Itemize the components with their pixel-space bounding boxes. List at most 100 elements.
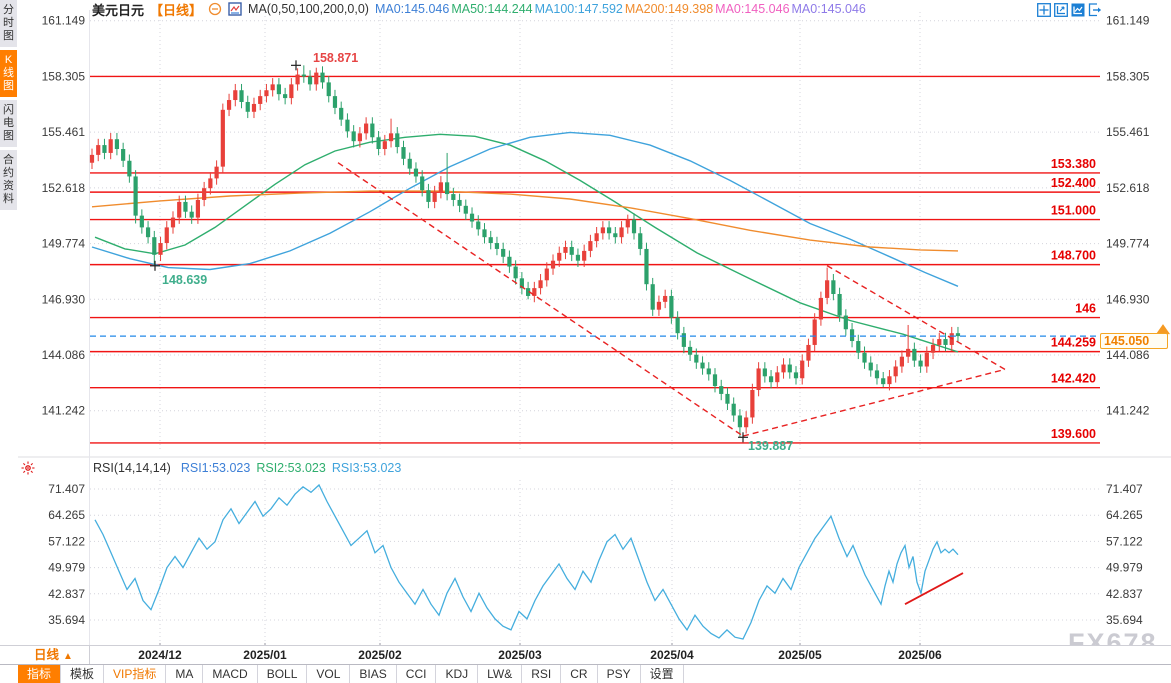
toolbar-button-CR[interactable]: CR <box>561 665 598 683</box>
candle-body <box>793 372 799 379</box>
toolbar-button-MA[interactable]: MA <box>166 665 204 683</box>
price-axis-tick-right: 152.618 <box>1106 181 1150 195</box>
rsi-axis-tick-right: 49.979 <box>1106 561 1143 575</box>
sidebar-tab-4[interactable]: 合 约 资 料 <box>0 150 17 210</box>
toolbar-button-模板[interactable]: 模板 <box>61 665 105 683</box>
rsi-axis-tick-right: 57.122 <box>1106 534 1143 548</box>
toolbar-button-CCI[interactable]: CCI <box>396 665 437 683</box>
toolbar-button-KDJ[interactable]: KDJ <box>436 665 479 683</box>
candle-body <box>687 346 693 355</box>
candle-body <box>189 211 194 218</box>
candle-body <box>376 137 381 150</box>
toolbar-button-MACD[interactable]: MACD <box>203 665 258 683</box>
trendline[interactable] <box>337 162 744 437</box>
kline-chart-icon[interactable] <box>228 2 242 16</box>
rsi-pane[interactable] <box>94 483 964 640</box>
toolbar-button-设置[interactable]: 设置 <box>640 665 684 683</box>
candle-body <box>482 229 487 238</box>
trendline[interactable] <box>742 368 1006 437</box>
candle-body <box>457 199 462 206</box>
exit-right-icon[interactable] <box>1088 3 1102 17</box>
time-axis-label: 2025/05 <box>778 648 822 662</box>
candle-body <box>251 103 257 112</box>
collapse-circle-minus-icon[interactable] <box>208 2 222 16</box>
candle-body <box>426 190 431 202</box>
candle-body <box>818 297 824 320</box>
sidebar-tab-3[interactable]: 闪 电 图 <box>0 100 17 147</box>
sun-settings-icon[interactable] <box>21 461 35 475</box>
toolbar-button-PSY[interactable]: PSY <box>597 665 641 683</box>
candle-body <box>420 176 425 191</box>
candle-body <box>476 221 481 230</box>
level-label: 139.600 <box>1051 427 1096 441</box>
crosshair-move-icon[interactable] <box>1037 3 1051 17</box>
toolbar-button-指标[interactable]: 指标 <box>18 665 62 683</box>
period-selector[interactable]: 日线 ▲ <box>18 646 90 664</box>
ma-line-ma100 <box>91 131 959 287</box>
candle-body <box>332 96 338 108</box>
price-axis-tick-left: 161.149 <box>42 14 86 28</box>
candle-body <box>526 288 531 296</box>
ma-line-ma50 <box>94 133 959 353</box>
toolbar-button-LW&[interactable]: LW& <box>478 665 523 683</box>
candle-body <box>675 317 680 334</box>
candle-body <box>133 176 138 216</box>
level-label: 148.700 <box>1051 249 1096 263</box>
toolbar-button-VIP指标[interactable]: VIP指标 <box>104 665 167 683</box>
candlestick-series[interactable] <box>89 65 961 438</box>
candle-body <box>538 280 543 289</box>
candle-body <box>202 188 207 200</box>
candle-body <box>301 74 306 77</box>
candle-body <box>712 374 718 387</box>
trendline[interactable] <box>826 264 1006 371</box>
sidebar-tab-2[interactable]: K 线 图 <box>0 50 17 97</box>
axis-zoom-icon[interactable] <box>1054 3 1068 17</box>
candle-body <box>158 243 163 255</box>
candle-body <box>600 227 605 234</box>
candle-body <box>283 94 288 99</box>
candle-body <box>843 315 848 330</box>
candle-body <box>787 364 792 373</box>
candle-body <box>121 149 126 161</box>
candle-body <box>245 101 250 112</box>
time-axis-label: 2025/06 <box>898 648 942 662</box>
candle-body <box>750 390 755 418</box>
price-axis-tick-right: 141.242 <box>1106 404 1150 418</box>
ma-value-1: MA50:144.244 <box>451 2 533 16</box>
candle-body <box>320 72 325 83</box>
candle-body <box>432 192 437 202</box>
candle-body <box>513 266 518 279</box>
chart-canvas[interactable]: 161.149 161.149 158.305 158.305 155.461 155.4… <box>0 0 1171 646</box>
ma-line-ma200 <box>91 190 959 252</box>
rsi-formula: RSI(14,14,14) <box>93 461 171 475</box>
period-label[interactable]: 【日线】 <box>150 2 203 18</box>
candle-body <box>139 215 144 228</box>
rsi-values: RSI1:53.023 RSI2:53.023 RSI3:53.023 <box>181 461 408 475</box>
rsi-trendline[interactable] <box>904 572 964 605</box>
price-axis-tick-right: 158.305 <box>1106 69 1150 83</box>
trendlines[interactable] <box>337 162 1006 437</box>
candle-body <box>582 250 587 261</box>
rsi-axis-tick-right: 42.837 <box>1106 587 1143 601</box>
toolbar-button-RSI[interactable]: RSI <box>522 665 562 683</box>
candle-body <box>613 233 618 238</box>
candle-body <box>451 194 456 200</box>
rsi-axis-tick-right: 64.265 <box>1106 508 1143 522</box>
candle-body <box>164 227 169 244</box>
candle-body <box>469 213 475 222</box>
candle-body <box>314 72 319 85</box>
candle-body <box>619 227 624 238</box>
candle-body <box>401 147 406 159</box>
toolbar-button-VOL[interactable]: VOL <box>307 665 351 683</box>
time-axis-label: 2025/04 <box>650 648 694 662</box>
level-label: 142.420 <box>1051 372 1096 386</box>
toolbar-button-BOLL[interactable]: BOLL <box>257 665 308 683</box>
toolbar-button-BIAS[interactable]: BIAS <box>350 665 397 683</box>
sidebar-tab-1[interactable]: 分 时 图 <box>0 0 17 47</box>
candle-body <box>644 248 649 285</box>
axis-chart-active-icon[interactable] <box>1071 3 1085 17</box>
candle-body <box>501 248 506 257</box>
annotation-label: 148.639 <box>162 273 207 287</box>
candle-body <box>345 119 350 132</box>
